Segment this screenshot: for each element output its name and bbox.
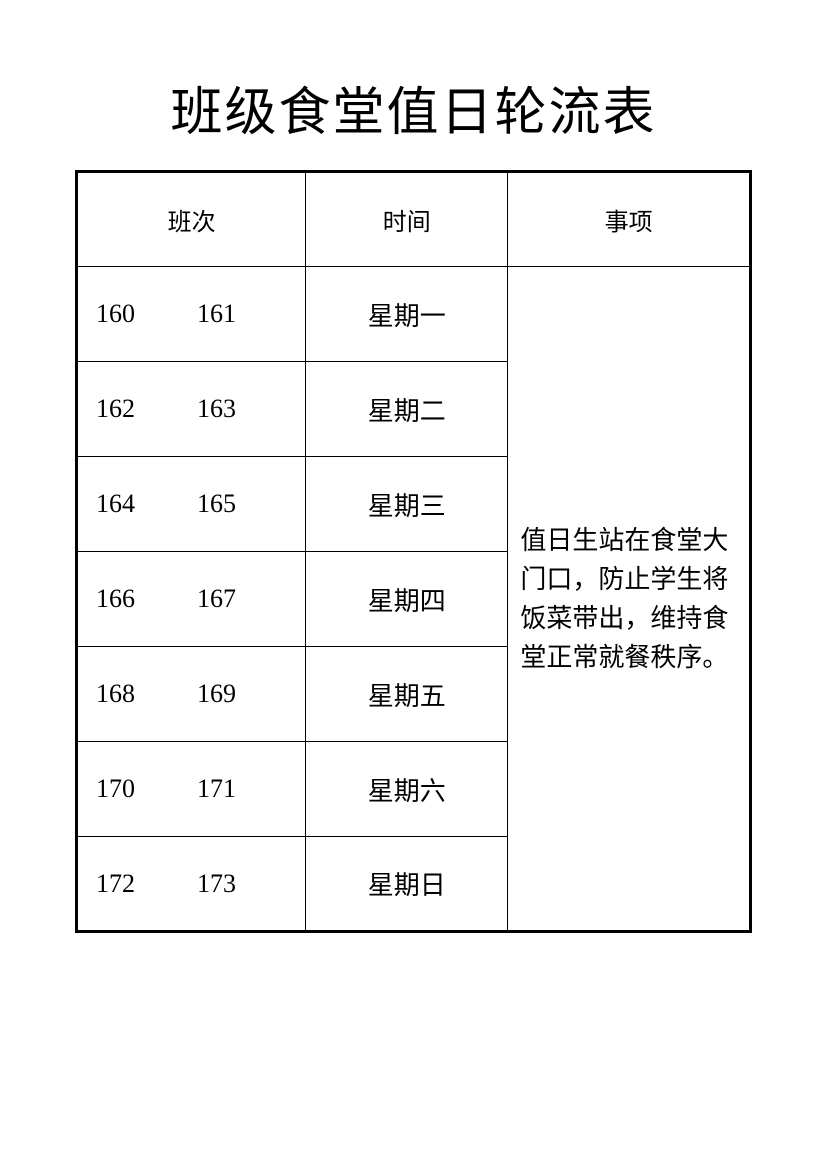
class-cell: 172 173 <box>77 837 306 932</box>
class-cell: 168 169 <box>77 647 306 742</box>
class-cell: 160 161 <box>77 267 306 362</box>
class-value-b: 161 <box>197 299 236 329</box>
class-cell: 164 165 <box>77 457 306 552</box>
class-value-a: 168 <box>96 679 135 709</box>
table-row: 160 161 星期一 值日生站在食堂大门口，防止学生将饭菜带出，维持食堂正常就… <box>77 267 751 362</box>
header-class: 班次 <box>77 172 306 267</box>
time-cell: 星期二 <box>306 362 508 457</box>
class-value-b: 167 <box>197 584 236 614</box>
class-value-a: 162 <box>96 394 135 424</box>
time-cell: 星期一 <box>306 267 508 362</box>
class-value-b: 171 <box>197 774 236 804</box>
time-cell: 星期三 <box>306 457 508 552</box>
time-cell: 星期五 <box>306 647 508 742</box>
class-value-a: 164 <box>96 489 135 519</box>
time-cell: 星期日 <box>306 837 508 932</box>
time-cell: 星期四 <box>306 552 508 647</box>
class-value-b: 173 <box>197 869 236 899</box>
class-value-a: 160 <box>96 299 135 329</box>
class-value-b: 165 <box>197 489 236 519</box>
class-value-a: 166 <box>96 584 135 614</box>
time-cell: 星期六 <box>306 742 508 837</box>
note-cell: 值日生站在食堂大门口，防止学生将饭菜带出，维持食堂正常就餐秩序。 <box>508 267 751 932</box>
class-cell: 166 167 <box>77 552 306 647</box>
class-value-a: 170 <box>96 774 135 804</box>
header-time: 时间 <box>306 172 508 267</box>
class-value-a: 172 <box>96 869 135 899</box>
page-title: 班级食堂值日轮流表 <box>75 70 752 145</box>
class-value-b: 169 <box>197 679 236 709</box>
class-cell: 170 171 <box>77 742 306 837</box>
duty-roster-table: 班次 时间 事项 160 161 星期一 值日生站在食堂大门口，防止学生将饭菜带… <box>75 170 752 933</box>
table-header-row: 班次 时间 事项 <box>77 172 751 267</box>
class-value-b: 163 <box>197 394 236 424</box>
class-cell: 162 163 <box>77 362 306 457</box>
header-note: 事项 <box>508 172 751 267</box>
